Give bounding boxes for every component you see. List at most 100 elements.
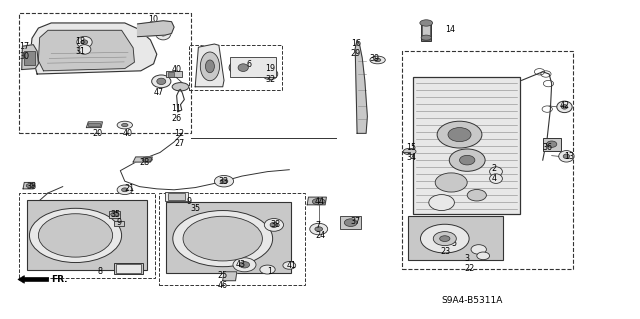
Ellipse shape: [255, 68, 263, 73]
Bar: [24, 51, 35, 65]
Ellipse shape: [420, 224, 469, 253]
Text: 8: 8: [97, 267, 102, 276]
Polygon shape: [307, 197, 326, 205]
Text: 11
26: 11 26: [172, 104, 182, 123]
Ellipse shape: [449, 149, 485, 171]
Bar: [166, 202, 291, 273]
Polygon shape: [18, 276, 49, 283]
Bar: [168, 193, 185, 200]
Text: 38: 38: [270, 220, 280, 229]
Ellipse shape: [490, 174, 502, 183]
Text: 33: 33: [219, 177, 229, 186]
Text: 13: 13: [564, 152, 575, 161]
Polygon shape: [355, 40, 367, 133]
Ellipse shape: [78, 45, 91, 54]
Bar: [19, 193, 155, 278]
Bar: [19, 13, 191, 133]
Text: 3
22: 3 22: [464, 254, 474, 273]
Text: 25
46: 25 46: [218, 271, 228, 290]
Text: 20: 20: [93, 129, 103, 138]
Ellipse shape: [160, 31, 166, 36]
Bar: [27, 200, 147, 270]
Text: 35: 35: [110, 210, 120, 219]
Ellipse shape: [262, 68, 278, 80]
Text: 35: 35: [191, 204, 201, 213]
Polygon shape: [138, 21, 174, 37]
Ellipse shape: [122, 188, 128, 192]
Ellipse shape: [81, 40, 88, 44]
Ellipse shape: [156, 27, 171, 40]
Text: 18
31: 18 31: [76, 37, 86, 56]
Ellipse shape: [283, 262, 296, 269]
Bar: [402, 51, 573, 269]
Ellipse shape: [233, 258, 256, 272]
Text: 38: 38: [27, 182, 37, 191]
Ellipse shape: [250, 64, 269, 77]
Bar: [114, 263, 143, 274]
Polygon shape: [133, 157, 152, 162]
Ellipse shape: [260, 265, 275, 274]
Polygon shape: [223, 272, 237, 281]
Ellipse shape: [547, 141, 557, 147]
Ellipse shape: [29, 208, 122, 263]
Ellipse shape: [152, 75, 171, 88]
Ellipse shape: [557, 101, 572, 113]
Ellipse shape: [448, 128, 471, 142]
Ellipse shape: [437, 121, 482, 148]
Polygon shape: [22, 45, 38, 70]
Bar: [413, 77, 520, 214]
Ellipse shape: [477, 252, 490, 260]
Text: 21: 21: [125, 184, 135, 193]
Text: 43: 43: [236, 260, 246, 269]
Bar: [230, 57, 276, 77]
Ellipse shape: [374, 58, 381, 62]
Text: 42: 42: [560, 101, 570, 110]
Text: 2
4: 2 4: [492, 164, 497, 183]
Ellipse shape: [433, 232, 456, 246]
Ellipse shape: [563, 154, 570, 159]
Polygon shape: [86, 122, 102, 128]
Text: 40: 40: [123, 129, 133, 138]
Bar: [165, 192, 188, 201]
Ellipse shape: [264, 219, 284, 231]
Ellipse shape: [440, 236, 450, 241]
Ellipse shape: [157, 78, 166, 85]
Bar: [168, 72, 174, 77]
Ellipse shape: [561, 105, 568, 109]
Bar: [159, 193, 305, 285]
Ellipse shape: [239, 262, 250, 268]
Bar: [340, 216, 361, 229]
Ellipse shape: [270, 222, 278, 227]
Text: 39: 39: [370, 54, 380, 63]
Polygon shape: [31, 23, 157, 74]
Bar: [408, 216, 503, 260]
Ellipse shape: [238, 64, 248, 71]
Ellipse shape: [559, 151, 574, 162]
Ellipse shape: [310, 223, 328, 235]
Text: 5: 5: [451, 239, 456, 248]
Ellipse shape: [312, 198, 325, 205]
Ellipse shape: [173, 211, 273, 267]
Bar: [189, 45, 282, 90]
Ellipse shape: [117, 185, 132, 195]
Text: 44: 44: [315, 197, 325, 206]
Text: 16
29: 16 29: [351, 39, 361, 58]
Text: 37: 37: [351, 217, 361, 226]
Ellipse shape: [344, 219, 357, 226]
Text: 10: 10: [148, 15, 159, 24]
Ellipse shape: [214, 175, 234, 187]
Text: 9: 9: [116, 218, 122, 227]
Ellipse shape: [236, 64, 248, 71]
Ellipse shape: [420, 20, 433, 26]
Text: 41: 41: [287, 261, 297, 270]
Bar: [421, 21, 431, 41]
Bar: [543, 138, 561, 151]
Text: 1: 1: [268, 267, 273, 276]
Ellipse shape: [229, 60, 255, 76]
Bar: [114, 221, 124, 226]
Ellipse shape: [315, 227, 323, 231]
Text: 17
30: 17 30: [19, 41, 29, 61]
Text: 6: 6: [246, 60, 252, 69]
Ellipse shape: [490, 167, 502, 176]
Ellipse shape: [142, 157, 152, 162]
